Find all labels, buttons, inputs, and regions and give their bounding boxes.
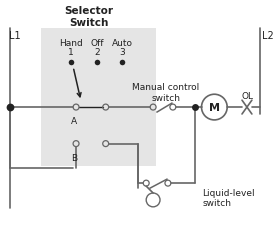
Text: L2: L2 (262, 31, 274, 41)
Text: Selector
Switch: Selector Switch (64, 6, 113, 28)
Text: A: A (71, 116, 77, 125)
Text: Auto: Auto (112, 39, 133, 48)
Text: 1: 1 (68, 48, 74, 57)
Text: L1: L1 (9, 31, 21, 41)
Text: M: M (209, 103, 220, 113)
Text: Manual control
switch: Manual control switch (132, 83, 200, 102)
Text: OL: OL (242, 92, 254, 101)
Text: Off: Off (90, 39, 104, 48)
Text: Hand: Hand (59, 39, 83, 48)
Text: 2: 2 (94, 48, 100, 57)
Text: Liquid-level
switch: Liquid-level switch (202, 188, 255, 207)
Text: B: B (71, 153, 77, 162)
Text: 3: 3 (120, 48, 125, 57)
Bar (42, 29, 156, 167)
